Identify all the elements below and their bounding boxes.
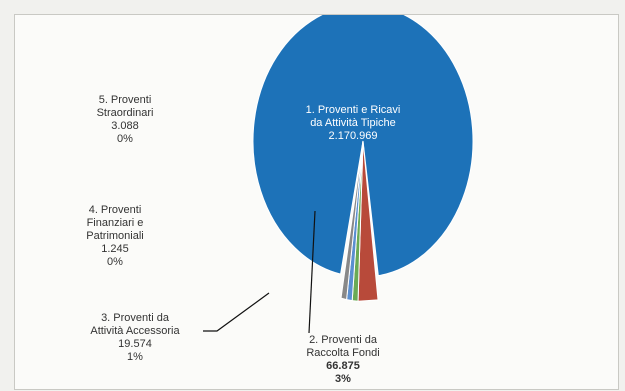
slice-name-line: da Attività Tipiche: [310, 117, 396, 129]
pie-slices: [252, 15, 474, 302]
slice-value: 19.574: [118, 338, 152, 350]
slice-name-line: Straordinari: [97, 107, 154, 119]
slice-value: 2.170.969: [329, 130, 378, 142]
slice-name-line: 3. Proventi da: [101, 312, 170, 324]
pie-slice-1: [252, 15, 474, 277]
slice-name-line: 4. Proventi: [89, 204, 142, 216]
leader-line-3: [203, 292, 270, 332]
slice-percent: 0%: [107, 256, 123, 268]
leader-lines: [203, 210, 316, 334]
slice-name-line: 2. Proventi da: [309, 334, 378, 346]
slice-value: 3.088: [111, 120, 139, 132]
chart-frame: 1. Proventi e Ricavi da Attività Tipiche 2…: [14, 14, 619, 390]
slice-name-line: Raccolta Fondi: [306, 347, 379, 359]
slice-value: 1.245: [101, 243, 129, 255]
slice-value: 66.875: [326, 360, 360, 372]
slice-percent: 3%: [335, 373, 351, 385]
slice-name-line: 1. Proventi e Ricavi: [306, 104, 401, 116]
slice-name-line: Patrimoniali: [86, 230, 143, 242]
slice-name-line: Attività Accessoria: [90, 325, 180, 337]
slice-name-line: Finanziari e: [87, 217, 144, 229]
slice-percent: 0%: [117, 133, 133, 145]
slice-name-line: 5. Proventi: [99, 94, 152, 106]
pie-slice-5: [340, 140, 364, 301]
leader-line-2: [308, 210, 316, 334]
slice-percent: 1%: [127, 351, 143, 363]
